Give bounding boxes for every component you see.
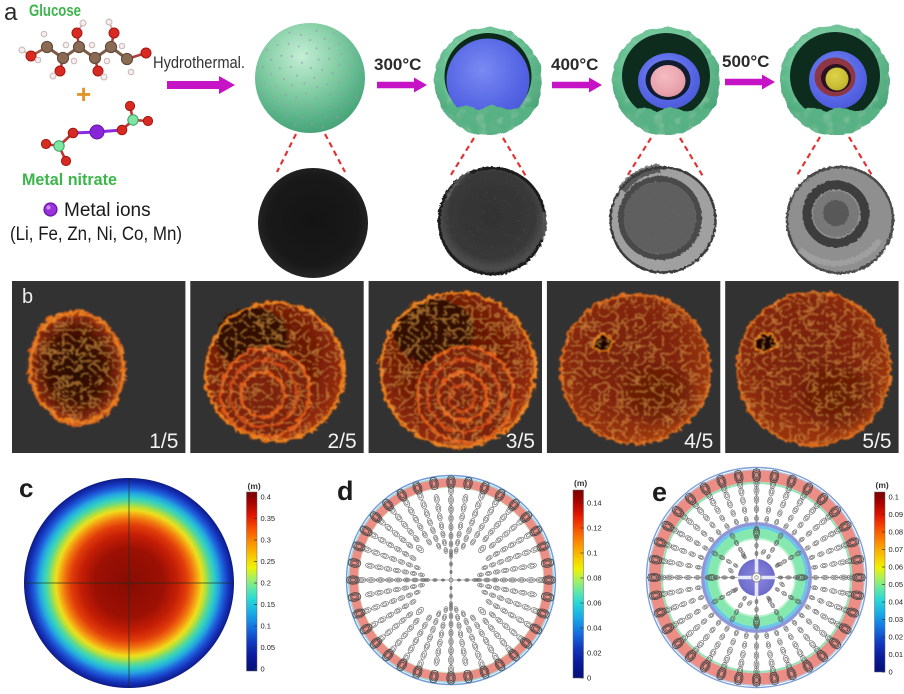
svg-text:0.09: 0.09 <box>889 510 904 519</box>
svg-text:+: + <box>76 79 91 109</box>
svg-text:e: e <box>652 477 667 507</box>
svg-text:Metal nitrate: Metal nitrate <box>22 170 117 189</box>
svg-text:b: b <box>22 286 33 308</box>
svg-text:0.14: 0.14 <box>587 499 602 508</box>
svg-text:300°C: 300°C <box>374 55 421 74</box>
svg-text:0.02: 0.02 <box>889 633 904 642</box>
svg-text:(m): (m) <box>248 481 261 491</box>
svg-text:Glucose: Glucose <box>29 1 81 20</box>
svg-text:4/5: 4/5 <box>684 430 713 453</box>
svg-text:Hydrothermal.: Hydrothermal. <box>153 54 245 72</box>
svg-text:0.25: 0.25 <box>261 557 276 566</box>
svg-text:(Li, Fe, Zn, Ni, Co, Mn): (Li, Fe, Zn, Ni, Co, Mn) <box>10 224 182 245</box>
svg-text:0.08: 0.08 <box>587 574 602 583</box>
svg-text:0: 0 <box>587 674 591 683</box>
svg-text:0.04: 0.04 <box>889 598 904 607</box>
svg-text:500°C: 500°C <box>722 52 769 71</box>
svg-text:0.06: 0.06 <box>889 563 904 572</box>
svg-text:0.01: 0.01 <box>889 650 904 659</box>
svg-text:Metal ions: Metal ions <box>64 200 151 221</box>
svg-text:0.05: 0.05 <box>889 580 904 589</box>
svg-text:0.2: 0.2 <box>261 579 271 588</box>
svg-text:0.4: 0.4 <box>261 493 271 502</box>
svg-text:0.15: 0.15 <box>261 600 276 609</box>
svg-text:0.1: 0.1 <box>587 549 597 558</box>
svg-text:0.06: 0.06 <box>587 599 602 608</box>
svg-text:0.07: 0.07 <box>889 545 904 554</box>
svg-text:(m): (m) <box>876 480 889 490</box>
svg-text:0.12: 0.12 <box>587 524 602 533</box>
svg-text:0.04: 0.04 <box>587 624 602 633</box>
svg-text:0.35: 0.35 <box>261 514 276 523</box>
svg-text:0.1: 0.1 <box>261 622 271 631</box>
svg-text:0: 0 <box>889 668 893 677</box>
svg-text:3/5: 3/5 <box>506 430 535 453</box>
svg-text:c: c <box>19 473 33 503</box>
svg-text:0.3: 0.3 <box>261 536 271 545</box>
svg-text:0.05: 0.05 <box>261 643 276 652</box>
svg-text:(m): (m) <box>574 478 587 488</box>
svg-text:0: 0 <box>261 665 265 674</box>
svg-text:2/5: 2/5 <box>327 430 356 453</box>
svg-text:0.03: 0.03 <box>889 615 904 624</box>
svg-text:1/5: 1/5 <box>149 430 178 453</box>
svg-text:5/5: 5/5 <box>862 430 891 453</box>
svg-text:0.02: 0.02 <box>587 649 602 658</box>
svg-text:400°C: 400°C <box>551 55 598 74</box>
svg-text:a: a <box>4 0 18 26</box>
svg-text:0.1: 0.1 <box>889 493 899 502</box>
svg-text:d: d <box>337 476 354 506</box>
svg-text:0.08: 0.08 <box>889 528 904 537</box>
